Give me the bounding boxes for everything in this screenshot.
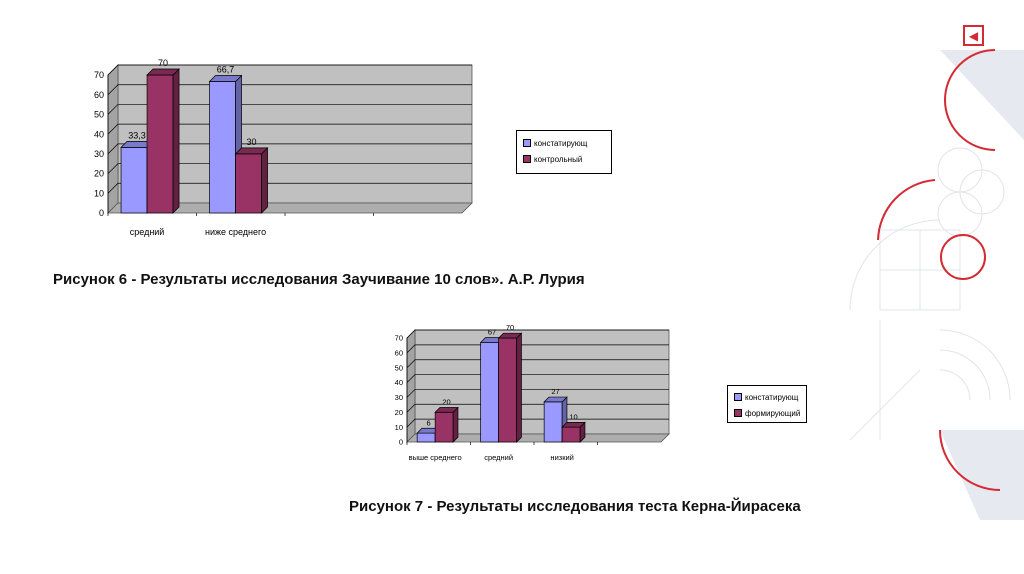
x-tick-label: низкий	[550, 453, 573, 462]
gridline	[406, 359, 669, 368]
legend-label: контрольный	[534, 154, 583, 164]
bar-front	[434, 411, 454, 443]
figure6-legend: констатирующ контрольный	[516, 130, 612, 174]
y-tick-label: 30	[395, 393, 403, 402]
figure7-bar-chart: 0 10 20 30 40 50 60 70 выше среднего 6 20 средний 67…	[395, 323, 670, 462]
y-tick-label: 50	[94, 110, 104, 120]
gridline	[107, 182, 472, 194]
gridline	[406, 344, 669, 354]
legend-item: формирующий	[728, 405, 806, 421]
gridline	[107, 143, 472, 155]
bar-side	[452, 406, 459, 443]
bar-front	[561, 426, 581, 443]
legend-swatch-series1	[734, 393, 742, 401]
bar-top	[497, 332, 523, 339]
data-label: 20	[442, 397, 450, 406]
figure7-legend: констатирующ формирующий	[727, 385, 807, 423]
y-tick-label: 50	[395, 363, 403, 372]
figure6-bar-chart: 0 10 20 30 40 50 60 70 средний 33,3 70 ниже среднег…	[94, 58, 473, 237]
back-arrow-icon[interactable]: ◀	[968, 28, 979, 43]
legend-label: констатирующ	[745, 392, 799, 402]
plot-side-wall	[406, 329, 416, 443]
y-tick-label: 60	[395, 348, 403, 357]
figure6-caption: Рисунок 6 - Результаты исследования Зауч…	[53, 271, 585, 288]
y-tick-label: 40	[395, 378, 403, 387]
x-tick-label: средний	[484, 453, 513, 462]
legend-swatch-series2	[523, 155, 531, 163]
data-label: 33,3	[128, 130, 146, 140]
decorative-pattern	[849, 25, 1024, 520]
y-tick-label: 70	[94, 70, 104, 80]
data-label: 6	[426, 418, 430, 427]
bar-side	[172, 68, 180, 214]
data-label: 27	[551, 387, 559, 396]
data-label: 10	[569, 412, 577, 421]
data-label: 30	[247, 137, 257, 147]
bar-top	[543, 396, 568, 403]
legend-swatch-series1	[523, 139, 531, 147]
y-tick-label: 30	[94, 149, 104, 159]
y-tick-label: 0	[399, 438, 403, 447]
x-tick-label: средний	[130, 227, 165, 237]
legend-label: формирующий	[745, 408, 801, 418]
legend-swatch-series2	[734, 409, 742, 417]
y-tick-label: 60	[94, 90, 104, 100]
legend-item: констатирующ	[728, 389, 806, 405]
x-tick-label: ниже среднего	[205, 227, 266, 237]
gridline	[406, 403, 669, 413]
gridline	[406, 389, 669, 398]
gridline	[107, 64, 472, 76]
gridline	[107, 123, 472, 135]
y-tick-label: 20	[395, 408, 403, 417]
data-label: 70	[506, 323, 514, 332]
gridline	[406, 418, 669, 428]
legend-item: контрольный	[517, 151, 611, 167]
legend-item: констатирующ	[517, 135, 611, 151]
y-tick-label: 10	[94, 188, 104, 198]
gridline	[107, 163, 472, 174]
bar-top	[234, 147, 269, 155]
gridline	[107, 104, 472, 115]
bar-top	[208, 75, 243, 82]
y-tick-label: 10	[395, 423, 403, 432]
plot-side-wall	[107, 64, 119, 214]
bar-front	[209, 81, 236, 214]
gridline	[406, 329, 669, 339]
gridline	[107, 84, 472, 95]
data-label: 70	[158, 58, 168, 68]
y-tick-label: 0	[99, 208, 104, 218]
bar-front	[543, 401, 563, 443]
data-label: 67	[488, 328, 496, 337]
x-tick-label: выше среднего	[409, 453, 462, 462]
bar-top	[434, 407, 459, 413]
bar-front	[120, 147, 148, 214]
bar-top	[561, 421, 586, 428]
plot-floor	[107, 202, 473, 214]
bar-side	[516, 332, 522, 443]
bar-front	[235, 153, 262, 214]
bar-front	[146, 74, 174, 214]
data-label: 66,7	[217, 65, 235, 75]
legend-label: констатирующ	[534, 138, 588, 148]
y-tick-label: 20	[94, 169, 104, 179]
y-tick-label: 40	[94, 129, 104, 139]
bar-front	[498, 337, 518, 443]
bar-front	[480, 342, 500, 443]
figure7-caption: Рисунок 7 - Результаты исследования тест…	[349, 498, 801, 515]
gridline	[406, 374, 669, 383]
bar-front	[416, 432, 436, 443]
bar-top	[146, 68, 180, 76]
y-tick-label: 70	[395, 334, 403, 343]
bar-side	[261, 147, 268, 214]
